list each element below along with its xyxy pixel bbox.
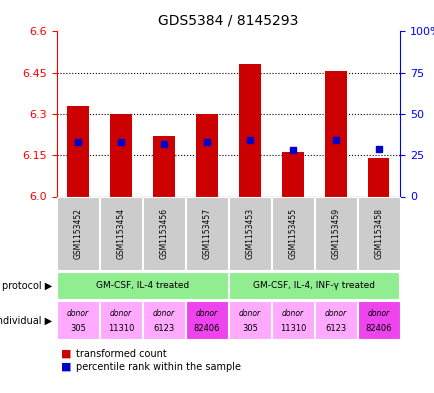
- Text: GSM1153459: GSM1153459: [331, 208, 339, 259]
- Bar: [239, 64, 260, 196]
- Text: donor: donor: [110, 309, 132, 318]
- Title: GDS5384 / 8145293: GDS5384 / 8145293: [158, 13, 298, 28]
- Text: 11310: 11310: [279, 325, 305, 333]
- Bar: [153, 136, 174, 196]
- Text: GSM1153457: GSM1153457: [202, 208, 211, 259]
- Text: donor: donor: [238, 309, 260, 318]
- Bar: [324, 71, 346, 196]
- Text: 11310: 11310: [108, 325, 134, 333]
- Text: 6123: 6123: [324, 325, 345, 333]
- Text: GSM1153458: GSM1153458: [373, 208, 382, 259]
- Text: transformed count: transformed count: [76, 349, 167, 359]
- Bar: [281, 152, 303, 196]
- Text: ■: ■: [61, 349, 71, 359]
- Text: percentile rank within the sample: percentile rank within the sample: [76, 362, 240, 372]
- Text: donor: donor: [67, 309, 89, 318]
- Text: donor: donor: [195, 309, 217, 318]
- Text: GM-CSF, IL-4 treated: GM-CSF, IL-4 treated: [95, 281, 189, 290]
- Text: donor: donor: [324, 309, 346, 318]
- Text: 82406: 82406: [365, 325, 391, 333]
- Text: GSM1153456: GSM1153456: [159, 208, 168, 259]
- Bar: [67, 106, 89, 196]
- Text: donor: donor: [367, 309, 389, 318]
- Text: 82406: 82406: [193, 325, 220, 333]
- Text: 305: 305: [241, 325, 257, 333]
- Text: GSM1153455: GSM1153455: [288, 208, 296, 259]
- Text: 6123: 6123: [153, 325, 174, 333]
- Bar: [367, 158, 388, 196]
- Text: individual ▶: individual ▶: [0, 315, 52, 325]
- Text: GSM1153453: GSM1153453: [245, 208, 254, 259]
- Text: GSM1153454: GSM1153454: [116, 208, 125, 259]
- Text: donor: donor: [152, 309, 174, 318]
- Text: 305: 305: [70, 325, 86, 333]
- Text: protocol ▶: protocol ▶: [2, 281, 52, 291]
- Text: GM-CSF, IL-4, INF-γ treated: GM-CSF, IL-4, INF-γ treated: [253, 281, 375, 290]
- Bar: [196, 114, 217, 196]
- Text: ■: ■: [61, 362, 71, 372]
- Text: donor: donor: [281, 309, 303, 318]
- Text: GSM1153452: GSM1153452: [73, 208, 82, 259]
- Bar: [110, 114, 132, 196]
